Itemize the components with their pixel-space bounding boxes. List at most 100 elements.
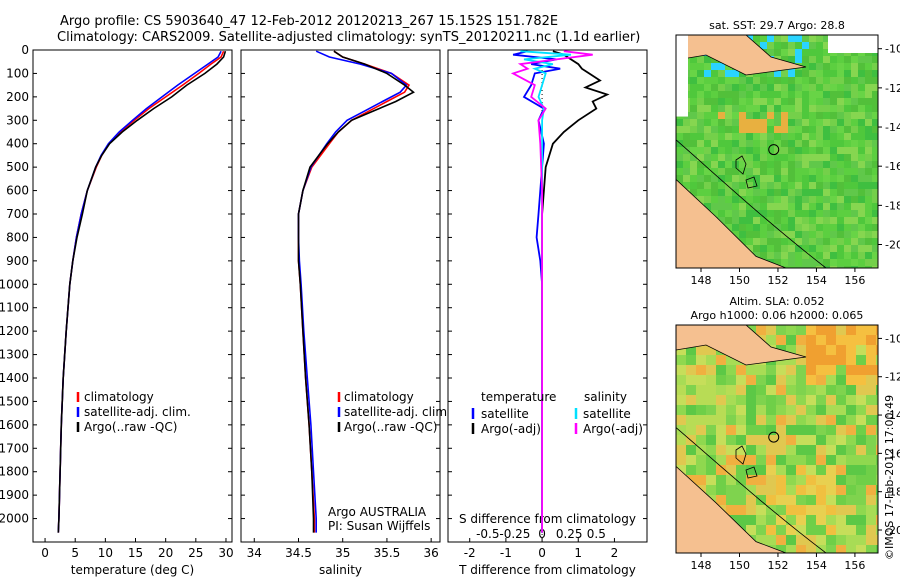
x-tick-label: 36 — [424, 546, 439, 560]
series-line-2 — [57, 50, 227, 533]
reef-outline — [735, 445, 758, 479]
y-tick-label: 500 — [6, 160, 29, 174]
y-tick-label: 400 — [6, 137, 29, 151]
legend-label: climatology — [344, 390, 414, 404]
map-field — [676, 35, 878, 268]
x-tick-label: 20 — [158, 546, 173, 560]
x-tick-label: 30 — [218, 546, 233, 560]
series-line-2 — [297, 50, 415, 533]
x-tick-label: 10 — [98, 546, 113, 560]
depth-contour — [676, 139, 827, 268]
s-axis-label: S difference from climatology — [459, 512, 636, 526]
map-y-tick-label: -14 — [885, 409, 900, 422]
map-x-tick-label: 150 — [729, 559, 750, 572]
y-tick-label: 1000 — [0, 277, 29, 291]
x-tick-label: 25 — [188, 546, 203, 560]
y-tick-label: 1400 — [0, 371, 29, 385]
map-x-tick-label: 152 — [767, 559, 788, 572]
x-tick-label: 0 — [538, 546, 546, 560]
series-line-3 — [510, 50, 593, 533]
x-tick-label: 15 — [128, 546, 143, 560]
map-y-tick-label: -10 — [885, 43, 900, 56]
y-tick-label: 2000 — [0, 512, 29, 526]
x-tick-label: 2 — [611, 546, 619, 560]
map-y-tick-label: -18 — [885, 486, 900, 499]
map-y-tick-label: -12 — [885, 371, 900, 384]
x-tick-label: -1 — [500, 546, 512, 560]
y-tick-label: 200 — [6, 90, 29, 104]
map-y-tick-label: -16 — [885, 447, 900, 460]
y-tick-label: 700 — [6, 207, 29, 221]
x-tick-label: 5 — [71, 546, 79, 560]
map-y-tick-label: -16 — [885, 160, 900, 173]
salinity-panel: 34 34.5 35 35.5 36 salinity climatologysatelli… — [240, 49, 451, 577]
legend-label: Argo(-adj) — [481, 422, 541, 436]
argo-location-marker — [768, 431, 780, 443]
y-tick-label: 800 — [6, 230, 29, 244]
legend-label: Argo(..raw -QC) — [84, 420, 177, 434]
y-tick-label: 1500 — [0, 394, 29, 408]
legend-label: satellite-adj. clim. — [344, 405, 451, 419]
x-tick-label: 1 — [574, 546, 582, 560]
legend-label: satellite — [583, 407, 631, 421]
x-tick-label: -2 — [464, 546, 476, 560]
map-x-tick-label: 156 — [844, 274, 865, 287]
no-data-region — [676, 35, 688, 117]
copyright-label: ©IMOS 17-Feb-2012 17:00:49 — [883, 395, 896, 560]
land-new-guinea — [676, 325, 807, 366]
x-tick-label: 35 — [335, 546, 350, 560]
map-title: sat. SST: 29.7 Argo: 28.8 — [709, 19, 845, 32]
y-tick-label: 1100 — [0, 301, 29, 315]
s-tick-label: -0.25 — [499, 527, 530, 541]
legend-label: Argo(..raw -QC) — [344, 420, 437, 434]
y-tick-label: 1900 — [0, 488, 29, 502]
x-tick-label: 35.5 — [374, 546, 401, 560]
map-x-tick-label: 154 — [806, 274, 827, 287]
map-y-tick-label: -20 — [885, 524, 900, 537]
legend-label: satellite-adj. clim. — [84, 405, 191, 419]
map-x-tick-label: 152 — [767, 274, 788, 287]
legend-title: salinity — [584, 390, 627, 404]
salinity-panel-frame — [240, 49, 441, 543]
x-tick-label: 0 — [41, 546, 49, 560]
header-line2: Climatology: CARS2009. Satellite-adjuste… — [57, 30, 641, 45]
map-x-tick-label: 148 — [691, 274, 712, 287]
land-australia — [676, 178, 787, 268]
y-tick-label: 300 — [6, 113, 29, 127]
map-y-tick-label: -18 — [885, 199, 900, 212]
map-title: Argo h1000: 0.06 h2000: 0.065 — [691, 309, 864, 322]
map-field — [676, 325, 878, 553]
map-x-tick-label: 150 — [729, 274, 750, 287]
x-tick-label: 34.5 — [285, 546, 312, 560]
reef-outline — [735, 155, 758, 189]
annotation-text: Argo AUSTRALIA — [328, 505, 427, 519]
x-axis-label: temperature (deg C) — [71, 563, 194, 577]
map-x-tick-label: 154 — [806, 559, 827, 572]
map-frame — [675, 324, 879, 554]
map-y-tick-label: -20 — [885, 239, 900, 252]
y-tick-label: 600 — [6, 184, 29, 198]
map-x-tick-label: 148 — [691, 559, 712, 572]
y-tick-label: 1300 — [0, 348, 29, 362]
difference-panel-frame — [447, 49, 648, 543]
no-data-region — [828, 35, 878, 53]
s-tick-label: -0.5 — [476, 527, 499, 541]
temperature-panel: 0100200300400500600700800900100011001200… — [0, 43, 234, 577]
map-x-tick-label: 156 — [844, 559, 865, 572]
map-panel-sst: sat. SST: 29.7 Argo: 28.8 -10 -12 -14 -16 -18… — [675, 19, 900, 287]
legend-label: satellite — [481, 407, 529, 421]
x-axis-label: T difference from climatology — [458, 563, 636, 577]
map-title: Altim. SLA: 0.052 — [729, 295, 824, 308]
map-y-tick-label: -12 — [885, 82, 900, 95]
y-tick-label: 100 — [6, 66, 29, 80]
y-tick-label: 1800 — [0, 465, 29, 479]
annotation-text: PI: Susan Wijffels — [328, 519, 430, 533]
s-tick-label: 0.25 — [556, 527, 583, 541]
header-line1: Argo profile: CS 5903640_47 12-Feb-2012 … — [60, 14, 559, 29]
map-y-tick-label: -10 — [885, 332, 900, 345]
map-y-tick-label: -14 — [885, 121, 900, 134]
y-tick-label: 900 — [6, 254, 29, 268]
argo-location-marker — [768, 144, 780, 156]
